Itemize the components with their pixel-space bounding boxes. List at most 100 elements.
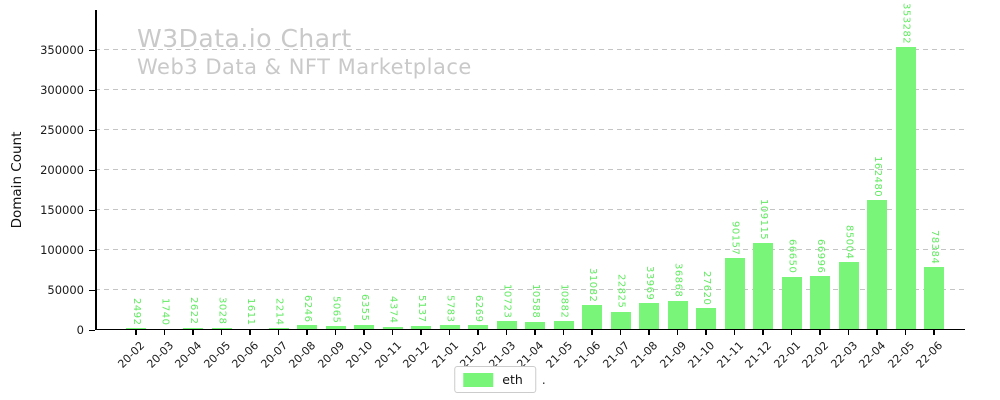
x-tick-mark (648, 330, 650, 335)
y-tick-mark (89, 89, 95, 91)
bar (838, 262, 859, 330)
x-tick-mark (819, 330, 821, 335)
bar-value-label: 36868 (672, 263, 684, 298)
legend-suffix-text: . (541, 372, 546, 387)
x-tick-mark (163, 330, 166, 335)
bar (582, 305, 602, 330)
chart-watermark-title: W3Data.io Chart (137, 24, 352, 53)
bar-value-label: 66650 (786, 239, 798, 274)
y-tick-mark (89, 49, 95, 51)
bar-value-label: 353282 (900, 3, 912, 45)
x-tick-mark (705, 330, 707, 335)
bar-value-label: 2622 (188, 297, 199, 325)
x-tick-mark (676, 330, 679, 335)
bar-value-label: 1740 (159, 298, 171, 326)
y-tick-mark (89, 129, 95, 131)
x-tick-mark (619, 330, 622, 335)
x-tick-mark (477, 330, 479, 335)
x-tick-mark (933, 330, 935, 335)
bar (667, 300, 688, 330)
x-tick-mark (334, 330, 337, 335)
plot-area: 2492 20-02 1740 20-03 2622 20-04 3028 20-05 1611… (95, 0, 965, 371)
chart-watermark-subtitle: Web3 Data & NFT Marketplace (137, 55, 472, 79)
gridline (95, 169, 965, 170)
y-tick-mark (89, 329, 95, 331)
x-tick-mark (505, 330, 508, 335)
x-tick-mark (448, 330, 451, 335)
bar (297, 325, 317, 330)
legend: eth . (454, 366, 546, 393)
bar (496, 321, 517, 330)
gridline (95, 289, 965, 290)
x-tick-mark (135, 330, 137, 335)
x-tick-mark (534, 330, 536, 335)
bar-value-label: 10723 (501, 284, 513, 319)
x-tick-mark (790, 330, 793, 335)
x-tick-mark (762, 330, 764, 335)
bar (753, 242, 773, 330)
bar-value-label: 2492 (131, 297, 142, 326)
bar-value-label: 4374 (387, 296, 399, 324)
bar (610, 311, 631, 330)
y-tick-label: 50000 (47, 283, 84, 297)
bar (382, 326, 403, 330)
bar-value-label: 27620 (701, 270, 712, 305)
gridline (95, 209, 965, 210)
bar-value-label: 1611 (245, 298, 256, 326)
bar-value-label: 3028 (216, 297, 228, 325)
bar-value-label: 6269 (473, 294, 484, 322)
bar (924, 267, 944, 330)
bar (810, 276, 830, 330)
x-tick-mark (591, 330, 593, 335)
bar-value-label: 109115 (758, 198, 769, 240)
bar-value-label: 6246 (302, 294, 313, 323)
gridline (95, 129, 965, 130)
bar (553, 321, 574, 330)
bar-value-label: 90157 (729, 220, 741, 255)
bar-value-label: 33969 (644, 265, 655, 300)
bar-value-label: 2214 (273, 297, 285, 326)
legend-swatch-eth (463, 372, 494, 387)
y-tick-mark (89, 209, 95, 211)
x-tick-mark (876, 330, 878, 335)
bar-value-label: 78384 (929, 229, 940, 265)
y-axis-spine (95, 10, 97, 330)
bar-value-label: 66996 (815, 239, 826, 274)
bar-value-label: 5065 (330, 295, 342, 323)
y-tick-label: 350000 (40, 43, 84, 57)
bar (895, 47, 916, 330)
x-tick-mark (562, 330, 565, 335)
y-tick-label: 300000 (40, 83, 84, 97)
bar (411, 325, 431, 330)
x-tick-mark (904, 330, 907, 335)
bar-value-label: 5783 (444, 294, 456, 323)
x-tick-mark (306, 330, 308, 335)
bar (781, 276, 802, 330)
bar (325, 325, 346, 330)
x-tick-mark (420, 330, 422, 335)
legend-box: eth (454, 366, 536, 393)
x-tick-mark (363, 330, 365, 335)
y-tick-label: 0 (76, 323, 84, 337)
x-tick-mark (733, 330, 736, 335)
bar-value-label: 5137 (416, 295, 427, 323)
gridline (95, 249, 965, 250)
gridline (95, 89, 965, 90)
bar-value-label: 162480 (872, 155, 883, 198)
bar-value-label: 6355 (359, 294, 370, 322)
bar (468, 325, 488, 330)
bar (867, 200, 887, 330)
bar-value-label: 22825 (615, 274, 627, 309)
bar (639, 302, 659, 330)
x-tick-mark (220, 330, 223, 335)
bar (525, 321, 545, 330)
bar-value-label: 31082 (587, 267, 598, 303)
gridline (95, 49, 965, 50)
legend-label-eth: eth (502, 372, 523, 387)
bar (354, 324, 374, 330)
bar-value-label: 85004 (843, 224, 855, 259)
x-axis-spine (95, 328, 965, 330)
x-tick-mark (391, 330, 394, 335)
x-tick-mark (277, 330, 280, 335)
